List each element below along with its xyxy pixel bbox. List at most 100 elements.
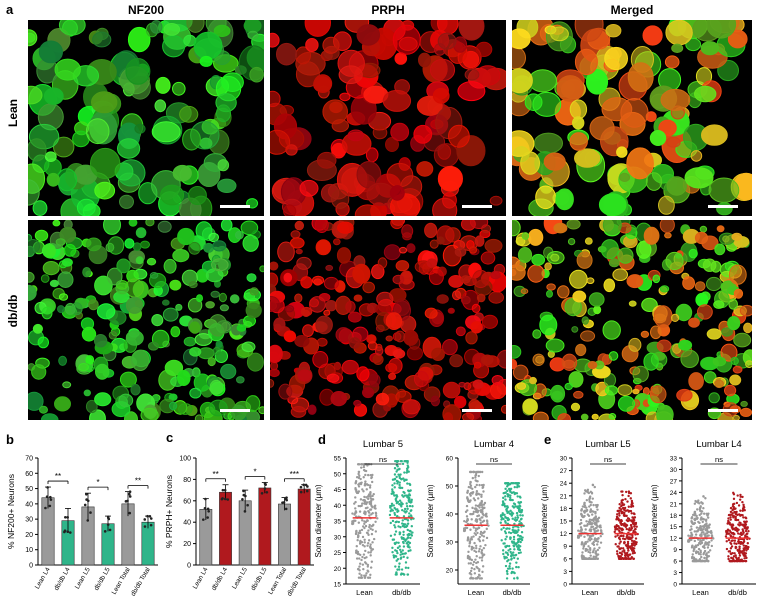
data-point — [517, 485, 521, 488]
data-point — [471, 506, 474, 510]
cell-body — [580, 413, 589, 420]
data-point — [468, 470, 472, 474]
cell-body — [246, 352, 264, 372]
data-point — [626, 533, 629, 537]
data-point — [615, 550, 619, 553]
data-point — [744, 527, 747, 530]
data-point — [628, 553, 631, 557]
data-point — [630, 525, 633, 528]
cell-body — [347, 129, 365, 142]
cell-body — [82, 267, 92, 278]
data-point — [504, 515, 507, 519]
data-point — [694, 545, 697, 548]
cell-body — [728, 298, 738, 310]
data-point — [519, 551, 522, 554]
data-point — [515, 565, 518, 569]
cell-body — [473, 361, 482, 369]
data-point — [226, 498, 230, 501]
data-point — [391, 488, 394, 491]
cell-body — [564, 382, 573, 391]
data-point — [485, 536, 489, 540]
cell-body — [375, 392, 390, 406]
data-point — [362, 567, 365, 571]
data-point — [364, 549, 367, 553]
cell-body — [322, 36, 340, 54]
y-tick-label: 24 — [560, 481, 568, 488]
data-point — [621, 550, 624, 553]
cell-body — [216, 104, 231, 123]
data-point — [405, 504, 409, 508]
data-point — [725, 547, 729, 551]
cell-body — [354, 204, 381, 216]
data-point — [406, 556, 409, 559]
data-point — [705, 512, 708, 515]
data-point — [510, 511, 514, 514]
data-point — [591, 497, 594, 500]
cell-body — [460, 295, 471, 305]
data-point — [731, 514, 735, 518]
y-axis-label: Soma diameter (μm) — [426, 484, 435, 557]
data-point — [509, 550, 512, 554]
cell-body — [557, 413, 571, 420]
data-point — [727, 550, 731, 553]
data-point — [391, 538, 395, 541]
data-point — [704, 497, 707, 500]
cell-body — [323, 276, 340, 290]
data-point — [511, 482, 514, 485]
data-point — [475, 483, 478, 487]
data-point — [63, 530, 66, 534]
data-point — [698, 521, 701, 525]
data-point — [589, 508, 593, 511]
data-point — [580, 554, 584, 557]
data-point — [108, 528, 112, 532]
data-point — [404, 566, 408, 569]
cell-body — [42, 261, 60, 276]
data-point — [729, 510, 733, 514]
cell-body — [331, 189, 350, 209]
data-point — [480, 534, 484, 537]
data-point — [400, 504, 403, 507]
cell-body — [210, 290, 220, 298]
data-point — [475, 555, 478, 558]
cell-body — [169, 279, 182, 291]
cell-body — [300, 276, 313, 289]
data-point — [400, 572, 403, 575]
data-point — [736, 549, 740, 553]
data-point — [365, 488, 368, 491]
data-point — [593, 485, 596, 489]
data-point — [221, 488, 225, 492]
data-point — [517, 528, 520, 532]
data-point — [505, 569, 509, 573]
data-point — [478, 493, 481, 496]
cell-body — [448, 124, 470, 148]
data-point — [354, 496, 357, 499]
cell-body — [294, 335, 310, 348]
data-point — [479, 521, 482, 525]
data-point — [402, 573, 406, 576]
data-point — [584, 542, 587, 545]
data-point — [371, 541, 374, 544]
cell-body — [54, 396, 71, 412]
data-point — [724, 535, 728, 538]
data-point — [629, 492, 633, 495]
y-tick-label: 18 — [670, 513, 678, 520]
data-point — [124, 500, 128, 503]
data-point — [630, 549, 634, 552]
cell-body — [154, 99, 167, 113]
data-point — [364, 506, 368, 510]
data-point — [246, 503, 249, 507]
cell-body — [620, 98, 649, 128]
data-point — [463, 527, 466, 530]
data-point — [371, 528, 374, 532]
data-point — [732, 493, 736, 496]
data-point — [506, 493, 509, 496]
data-point — [478, 535, 481, 539]
data-point — [500, 528, 503, 531]
data-point — [394, 497, 398, 500]
data-point — [265, 490, 269, 494]
data-point — [367, 551, 370, 554]
data-point — [597, 516, 601, 520]
data-point — [519, 514, 522, 517]
cell-body — [626, 274, 644, 289]
column-title-nf200: NF200 — [127, 3, 165, 17]
